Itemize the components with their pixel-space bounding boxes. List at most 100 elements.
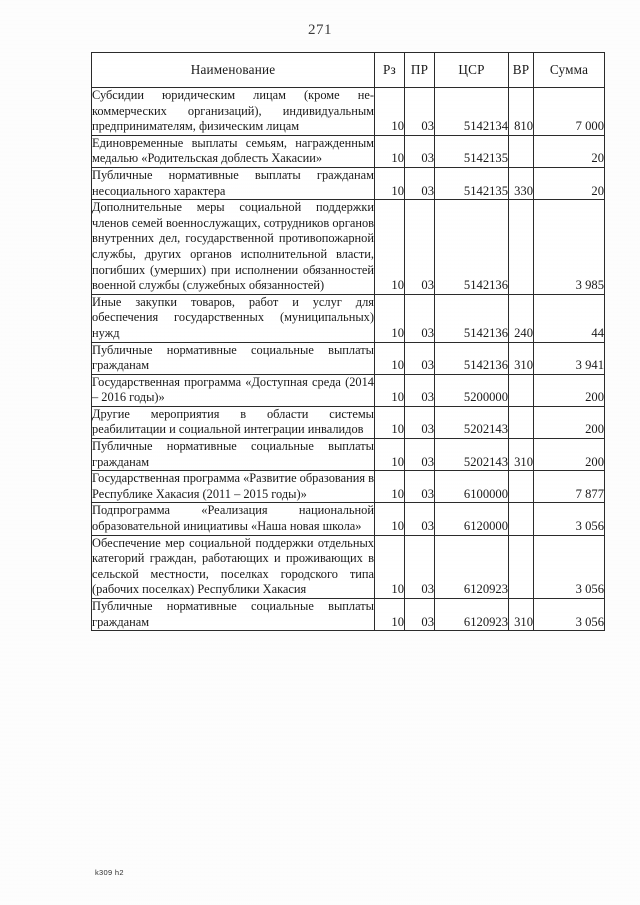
table-header-row: Наименование Рз ПР ЦСР ВР Сумма	[91, 52, 605, 88]
table-row: Субсидии юридическим лицам (кроме не­ком…	[91, 87, 605, 136]
cell-vr: 810	[508, 87, 534, 136]
cell-vr: 240	[508, 293, 534, 343]
cell-csr: 5202143	[434, 405, 509, 440]
cell-name: Субсидии юридическим лицам (кроме не­ком…	[91, 87, 375, 136]
cell-sum: 7 000	[533, 87, 605, 136]
table-row: Иные закупки товаров, работ и услуг для …	[91, 293, 605, 343]
cell-csr: 5142135	[434, 134, 509, 168]
cell-name: Публичные нормативные социальные вы­плат…	[91, 597, 375, 632]
cell-csr: 5142136	[434, 199, 509, 295]
cell-vr: 330	[508, 166, 534, 201]
cell-vr	[508, 199, 534, 295]
cell-sum: 20	[533, 134, 605, 168]
cell-pr: 03	[404, 373, 435, 407]
cell-name: Государственная программа «Доступная сре…	[91, 373, 375, 407]
cell-rz: 10	[374, 199, 405, 295]
cell-csr: 5142136	[434, 341, 509, 375]
cell-name: Единовременные выплаты семьям, награжден…	[91, 134, 375, 168]
cell-rz: 10	[374, 470, 405, 504]
cell-sum: 3 056	[533, 502, 605, 536]
cell-sum: 3 056	[533, 597, 605, 632]
table-row: Государственная программа «Доступная сре…	[91, 373, 605, 407]
table-row: Обеспечение мер социальной поддержки отд…	[91, 534, 605, 600]
cell-pr: 03	[404, 470, 435, 504]
cell-sum: 20	[533, 166, 605, 201]
column-header-sum: Сумма	[533, 52, 605, 88]
column-header-name: Наименование	[91, 52, 375, 88]
cell-pr: 03	[404, 87, 435, 136]
cell-sum: 3 985	[533, 199, 605, 295]
table-row: Публичные нормативные выплаты граж­данам…	[91, 166, 605, 201]
cell-pr: 03	[404, 534, 435, 600]
cell-name: Государственная программа «Развитие обра…	[91, 470, 375, 504]
cell-sum: 7 877	[533, 470, 605, 504]
cell-vr: 310	[508, 597, 534, 632]
cell-rz: 10	[374, 597, 405, 632]
cell-rz: 10	[374, 134, 405, 168]
cell-csr: 6120923	[434, 534, 509, 600]
cell-sum: 200	[533, 405, 605, 440]
cell-pr: 03	[404, 438, 435, 472]
cell-vr	[508, 502, 534, 536]
cell-rz: 10	[374, 438, 405, 472]
table-row: Публичные нормативные социальные вы­плат…	[91, 438, 605, 472]
cell-vr: 310	[508, 341, 534, 375]
cell-sum: 3 941	[533, 341, 605, 375]
column-header-vr: ВР	[508, 52, 534, 88]
cell-vr	[508, 134, 534, 168]
cell-csr: 5200000	[434, 373, 509, 407]
cell-rz: 10	[374, 373, 405, 407]
cell-csr: 5142136	[434, 293, 509, 343]
cell-sum: 200	[533, 373, 605, 407]
cell-rz: 10	[374, 293, 405, 343]
page-number: 271	[308, 22, 332, 38]
table-row: Дополнительные меры социальной под­держк…	[91, 199, 605, 295]
cell-pr: 03	[404, 405, 435, 440]
table-row: Государственная программа «Развитие обра…	[91, 470, 605, 504]
cell-pr: 03	[404, 134, 435, 168]
cell-name: Публичные нормативные выплаты граж­данам…	[91, 166, 375, 201]
cell-rz: 10	[374, 502, 405, 536]
cell-vr	[508, 470, 534, 504]
cell-name: Иные закупки товаров, работ и услуг для …	[91, 293, 375, 343]
cell-pr: 03	[404, 293, 435, 343]
table-row: Публичные нормативные социальные вы­плат…	[91, 597, 605, 632]
cell-csr: 5202143	[434, 438, 509, 472]
cell-sum: 44	[533, 293, 605, 343]
table-body: Субсидии юридическим лицам (кроме не­ком…	[91, 87, 605, 632]
budget-table: Наименование Рз ПР ЦСР ВР Сумма Субсидии…	[91, 52, 605, 632]
table-row: Подпрограмма «Реализация национальной об…	[91, 502, 605, 536]
cell-rz: 10	[374, 166, 405, 201]
table-row: Единовременные выплаты семьям, награжден…	[91, 134, 605, 168]
column-header-pr: ПР	[404, 52, 435, 88]
cell-pr: 03	[404, 597, 435, 632]
cell-name: Публичные нормативные социальные вы­плат…	[91, 438, 375, 472]
cell-name: Дополнительные меры социальной под­держк…	[91, 199, 375, 295]
cell-vr	[508, 534, 534, 600]
cell-name: Подпрограмма «Реализация национальной об…	[91, 502, 375, 536]
cell-name: Обеспечение мер социальной поддержки отд…	[91, 534, 375, 600]
table-row: Публичные нормативные социальные вы­плат…	[91, 341, 605, 375]
cell-pr: 03	[404, 166, 435, 201]
cell-rz: 10	[374, 87, 405, 136]
cell-pr: 03	[404, 341, 435, 375]
cell-name: Другие мероприятия в области системы реа…	[91, 405, 375, 440]
cell-rz: 10	[374, 341, 405, 375]
cell-csr: 5142134	[434, 87, 509, 136]
cell-vr: 310	[508, 438, 534, 472]
cell-sum: 3 056	[533, 534, 605, 600]
cell-csr: 6100000	[434, 470, 509, 504]
cell-rz: 10	[374, 534, 405, 600]
table-row: Другие мероприятия в области системы реа…	[91, 405, 605, 440]
cell-rz: 10	[374, 405, 405, 440]
column-header-rz: Рз	[374, 52, 405, 88]
footer-mark: k309 h2	[95, 868, 124, 877]
cell-pr: 03	[404, 502, 435, 536]
cell-csr: 5142135	[434, 166, 509, 201]
cell-vr	[508, 405, 534, 440]
table-header: Наименование Рз ПР ЦСР ВР Сумма	[91, 52, 605, 88]
cell-sum: 200	[533, 438, 605, 472]
cell-csr: 6120000	[434, 502, 509, 536]
budget-table-container: Наименование Рз ПР ЦСР ВР Сумма Субсидии…	[91, 52, 605, 632]
cell-name: Публичные нормативные социальные вы­плат…	[91, 341, 375, 375]
